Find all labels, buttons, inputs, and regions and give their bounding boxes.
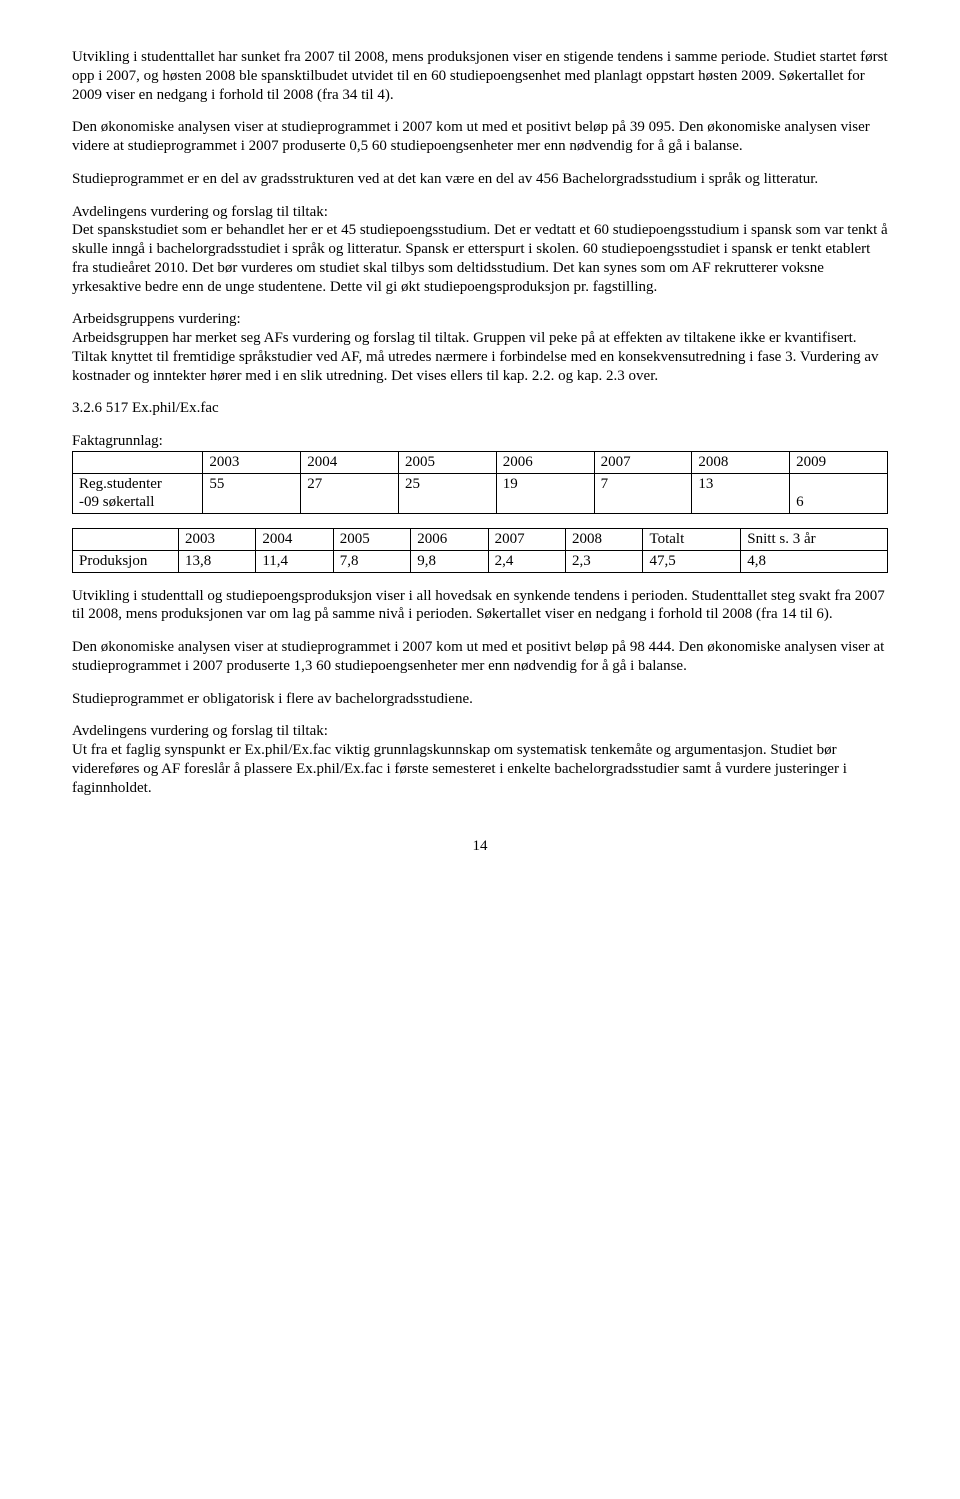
paragraph-utvikling: Utvikling i studenttall og studiepoengsp… — [72, 587, 888, 625]
table-row: 2003 2004 2005 2006 2007 2008 Totalt Sni… — [73, 529, 888, 551]
table-cell: 2006 — [496, 451, 594, 473]
table-cell: Totalt — [643, 529, 741, 551]
table-cell — [73, 451, 203, 473]
table-cell: 2,3 — [566, 550, 643, 572]
arbeidsgruppe-heading: Arbeidsgruppens vurdering: — [72, 311, 241, 327]
table-cell: 2008 — [566, 529, 643, 551]
section-heading-326: 3.2.6 517 Ex.phil/Ex.fac — [72, 399, 888, 418]
avdeling-body-2: Ut fra et faglig synspunkt er Ex.phil/Ex… — [72, 742, 847, 796]
table-row: 2003 2004 2005 2006 2007 2008 2009 — [73, 451, 888, 473]
table-reg-studenter: 2003 2004 2005 2006 2007 2008 2009 Reg.s… — [72, 451, 888, 514]
table-cell: 2009 — [790, 451, 888, 473]
avdeling-body-1: Det spanskstudiet som er behandlet her e… — [72, 222, 888, 294]
table-cell: Reg.studenter -09 søkertall — [73, 473, 203, 514]
table-cell: 2003 — [203, 451, 301, 473]
table-cell: 2004 — [256, 529, 333, 551]
table-cell — [73, 529, 179, 551]
paragraph-economic-1: Den økonomiske analysen viser at studiep… — [72, 118, 888, 156]
table-cell: 9,8 — [411, 550, 488, 572]
arbeidsgruppe-body: Arbeidsgruppen har merket seg AFs vurder… — [72, 330, 878, 384]
table-cell: Produksjon — [73, 550, 179, 572]
table-cell: 19 — [496, 473, 594, 514]
paragraph-structure: Studieprogrammet er en del av gradsstruk… — [72, 170, 888, 189]
table-cell: 13 — [692, 473, 790, 514]
paragraph-avdeling-block-1: Avdelingens vurdering og forslag til til… — [72, 203, 888, 297]
table-cell: 2003 — [178, 529, 255, 551]
table-cell: 2006 — [411, 529, 488, 551]
table-cell: 55 — [203, 473, 301, 514]
table-cell: 7,8 — [333, 550, 410, 572]
table-cell: 4,8 — [741, 550, 888, 572]
table-cell: 2005 — [398, 451, 496, 473]
table-cell: 2005 — [333, 529, 410, 551]
table-cell: 47,5 — [643, 550, 741, 572]
table-cell: 13,8 — [178, 550, 255, 572]
paragraph-economic-2: Den økonomiske analysen viser at studiep… — [72, 638, 888, 676]
table-cell: 6 — [790, 473, 888, 514]
table-cell: 7 — [594, 473, 692, 514]
paragraph-avdeling-block-2: Avdelingens vurdering og forslag til til… — [72, 722, 888, 797]
table-cell: Snitt s. 3 år — [741, 529, 888, 551]
avdeling-heading-1: Avdelingens vurdering og forslag til til… — [72, 204, 328, 220]
table-cell: 2008 — [692, 451, 790, 473]
table-row: Produksjon 13,8 11,4 7,8 9,8 2,4 2,3 47,… — [73, 550, 888, 572]
paragraph-intro-1: Utvikling i studenttallet har sunket fra… — [72, 48, 888, 104]
paragraph-obligatorisk: Studieprogrammet er obligatorisk i flere… — [72, 690, 888, 709]
table-cell: 27 — [301, 473, 399, 514]
table-cell: 11,4 — [256, 550, 333, 572]
table-produksjon: 2003 2004 2005 2006 2007 2008 Totalt Sni… — [72, 528, 888, 573]
faktagrunnlag-label: Faktagrunnlag: — [72, 432, 888, 451]
table-cell: 25 — [398, 473, 496, 514]
table-cell: 2004 — [301, 451, 399, 473]
paragraph-arbeidsgruppe-block: Arbeidsgruppens vurdering: Arbeidsgruppe… — [72, 310, 888, 385]
table-cell: 2007 — [594, 451, 692, 473]
table-cell: 2007 — [488, 529, 565, 551]
table-row: Reg.studenter -09 søkertall 55 27 25 19 … — [73, 473, 888, 514]
avdeling-heading-2: Avdelingens vurdering og forslag til til… — [72, 723, 328, 739]
page-number: 14 — [72, 837, 888, 856]
table-cell: 2,4 — [488, 550, 565, 572]
